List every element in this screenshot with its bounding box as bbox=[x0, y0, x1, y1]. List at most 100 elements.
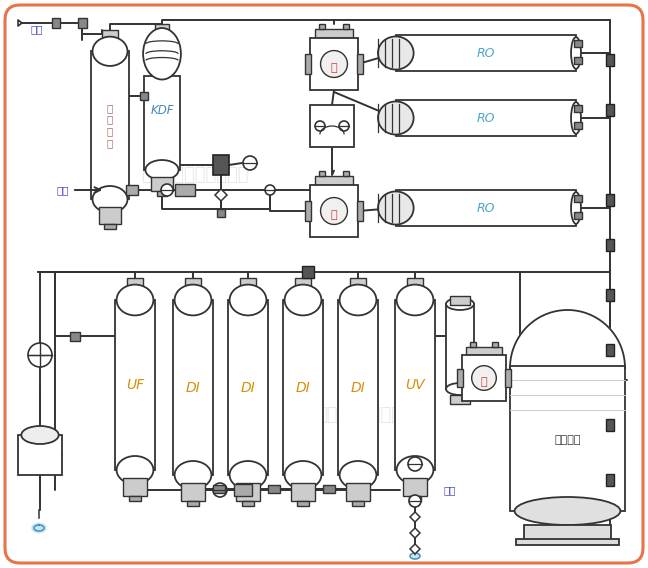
Bar bbox=[470, 342, 476, 346]
Bar bbox=[457, 369, 463, 387]
Bar bbox=[185, 278, 201, 287]
Bar bbox=[524, 525, 611, 541]
Circle shape bbox=[408, 457, 422, 471]
Ellipse shape bbox=[378, 102, 413, 135]
Bar bbox=[409, 496, 421, 502]
Bar bbox=[157, 190, 167, 195]
Text: 排水: 排水 bbox=[443, 485, 456, 495]
Bar bbox=[574, 57, 582, 64]
Bar bbox=[606, 54, 614, 66]
Circle shape bbox=[472, 366, 496, 390]
Bar bbox=[396, 35, 576, 71]
Ellipse shape bbox=[446, 298, 474, 310]
Text: 泵: 泵 bbox=[330, 210, 338, 220]
Bar bbox=[343, 24, 349, 28]
FancyBboxPatch shape bbox=[5, 5, 643, 563]
Bar bbox=[126, 185, 138, 195]
Ellipse shape bbox=[145, 160, 179, 180]
Text: DI: DI bbox=[295, 381, 310, 395]
Bar bbox=[505, 369, 511, 387]
Ellipse shape bbox=[174, 285, 211, 315]
Ellipse shape bbox=[117, 285, 154, 315]
Bar bbox=[228, 300, 268, 475]
Text: UV: UV bbox=[405, 378, 425, 392]
Text: DI: DI bbox=[185, 381, 200, 395]
Ellipse shape bbox=[397, 456, 434, 484]
Bar bbox=[236, 483, 260, 502]
Ellipse shape bbox=[340, 461, 376, 489]
Bar bbox=[346, 483, 370, 502]
Bar bbox=[357, 201, 363, 222]
Bar bbox=[98, 207, 121, 224]
Circle shape bbox=[213, 483, 227, 497]
Bar bbox=[446, 304, 474, 389]
Circle shape bbox=[28, 343, 52, 367]
Ellipse shape bbox=[515, 497, 620, 525]
Polygon shape bbox=[32, 524, 46, 532]
Bar bbox=[151, 177, 173, 190]
Bar bbox=[606, 194, 614, 206]
Ellipse shape bbox=[93, 186, 128, 212]
Bar bbox=[450, 395, 470, 404]
Bar bbox=[323, 485, 335, 493]
Bar bbox=[574, 212, 582, 219]
Ellipse shape bbox=[229, 285, 266, 315]
Bar bbox=[217, 209, 225, 217]
Bar bbox=[606, 239, 614, 251]
Text: 进水: 进水 bbox=[30, 24, 43, 34]
Bar bbox=[187, 502, 199, 507]
Text: 济南恒安商贸有限公司: 济南恒安商贸有限公司 bbox=[141, 166, 249, 184]
Bar bbox=[606, 474, 614, 486]
Bar bbox=[297, 502, 309, 507]
Bar bbox=[319, 24, 325, 28]
Ellipse shape bbox=[397, 285, 434, 315]
Ellipse shape bbox=[229, 461, 266, 489]
Bar bbox=[396, 100, 576, 136]
Bar bbox=[492, 342, 498, 346]
Bar bbox=[357, 53, 363, 74]
Bar bbox=[213, 155, 229, 175]
Bar bbox=[396, 190, 576, 226]
Bar bbox=[104, 224, 116, 229]
Bar bbox=[319, 170, 325, 176]
Bar bbox=[295, 278, 311, 287]
Bar bbox=[574, 195, 582, 202]
Ellipse shape bbox=[284, 285, 321, 315]
Polygon shape bbox=[510, 310, 625, 368]
Circle shape bbox=[265, 185, 275, 195]
Text: RO: RO bbox=[477, 111, 495, 124]
Text: RO: RO bbox=[477, 202, 495, 215]
Polygon shape bbox=[410, 512, 420, 522]
Bar bbox=[343, 170, 349, 176]
Circle shape bbox=[321, 51, 347, 77]
Bar bbox=[102, 30, 117, 39]
Bar bbox=[574, 40, 582, 47]
Bar bbox=[115, 300, 155, 470]
Ellipse shape bbox=[571, 102, 581, 134]
Bar bbox=[510, 366, 625, 511]
Bar bbox=[144, 76, 180, 170]
Bar bbox=[91, 51, 129, 199]
Bar bbox=[395, 300, 435, 470]
Bar bbox=[78, 18, 87, 28]
Bar bbox=[213, 485, 225, 493]
Bar bbox=[606, 104, 614, 116]
Bar bbox=[242, 502, 254, 507]
Ellipse shape bbox=[284, 461, 321, 489]
Ellipse shape bbox=[143, 28, 181, 80]
Bar bbox=[175, 184, 195, 196]
Text: DI: DI bbox=[240, 381, 255, 395]
Polygon shape bbox=[215, 189, 227, 201]
Text: 压力水箱: 压力水箱 bbox=[554, 435, 581, 445]
Ellipse shape bbox=[21, 426, 59, 444]
Circle shape bbox=[339, 121, 349, 131]
Bar bbox=[310, 185, 358, 237]
Bar bbox=[450, 296, 470, 305]
Bar bbox=[516, 539, 619, 545]
Ellipse shape bbox=[378, 36, 413, 69]
Text: KDF: KDF bbox=[150, 104, 174, 117]
Ellipse shape bbox=[571, 37, 581, 69]
Bar bbox=[462, 355, 506, 401]
Bar bbox=[70, 332, 80, 341]
Bar bbox=[305, 53, 311, 74]
